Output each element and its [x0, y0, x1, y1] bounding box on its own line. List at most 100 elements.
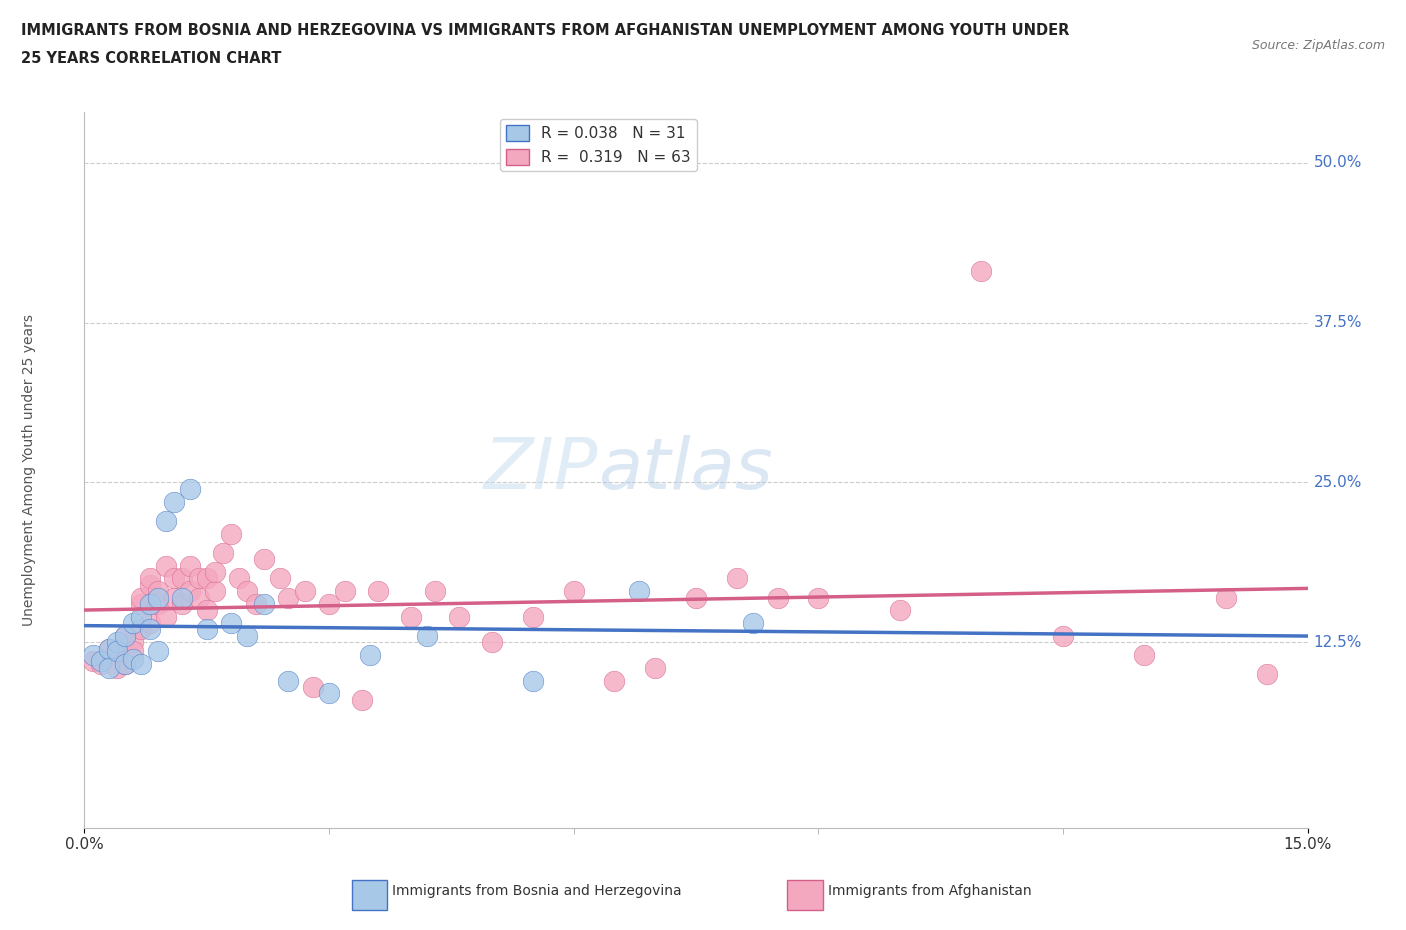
Point	[416, 629, 439, 644]
Point	[1133, 647, 1156, 662]
Point	[644, 660, 666, 675]
Point	[742, 616, 765, 631]
Point	[179, 482, 201, 497]
Point	[114, 629, 136, 644]
Text: 37.5%: 37.5%	[1313, 315, 1362, 330]
Text: Immigrants from Bosnia and Herzegovina: Immigrants from Bosnia and Herzegovina	[392, 884, 682, 898]
Text: 12.5%: 12.5%	[1313, 635, 1362, 650]
Point	[179, 584, 201, 599]
Point	[82, 654, 104, 669]
Point	[122, 651, 145, 666]
Point	[105, 635, 128, 650]
Point	[236, 629, 259, 644]
Point	[138, 571, 160, 586]
Point	[399, 609, 422, 624]
Point	[146, 590, 169, 604]
Point	[212, 545, 235, 560]
Point	[318, 686, 340, 701]
Point	[627, 584, 650, 599]
Point	[685, 590, 707, 604]
Point	[269, 571, 291, 586]
Point	[253, 551, 276, 566]
Text: atlas: atlas	[598, 435, 773, 504]
Point	[97, 660, 120, 675]
Point	[105, 644, 128, 658]
Point	[253, 596, 276, 611]
Point	[138, 616, 160, 631]
Point	[236, 584, 259, 599]
Point	[481, 635, 503, 650]
Point	[105, 647, 128, 662]
Point	[318, 596, 340, 611]
Text: IMMIGRANTS FROM BOSNIA AND HERZEGOVINA VS IMMIGRANTS FROM AFGHANISTAN UNEMPLOYME: IMMIGRANTS FROM BOSNIA AND HERZEGOVINA V…	[21, 23, 1070, 38]
Text: Source: ZipAtlas.com: Source: ZipAtlas.com	[1251, 39, 1385, 52]
Text: Unemployment Among Youth under 25 years: Unemployment Among Youth under 25 years	[22, 313, 37, 626]
Point	[131, 622, 153, 637]
Point	[179, 558, 201, 573]
Point	[122, 616, 145, 631]
Point	[807, 590, 830, 604]
Point	[131, 596, 153, 611]
Point	[1215, 590, 1237, 604]
Point	[114, 629, 136, 644]
Point	[131, 590, 153, 604]
Point	[163, 590, 186, 604]
Legend: R = 0.038   N = 31, R =  0.319   N = 63: R = 0.038 N = 31, R = 0.319 N = 63	[499, 119, 696, 171]
Text: Immigrants from Afghanistan: Immigrants from Afghanistan	[828, 884, 1032, 898]
Point	[889, 603, 911, 618]
Point	[155, 558, 177, 573]
Point	[335, 584, 357, 599]
Point	[122, 635, 145, 650]
Point	[522, 673, 544, 688]
Point	[766, 590, 789, 604]
Point	[122, 644, 145, 658]
Point	[423, 584, 446, 599]
Point	[228, 571, 250, 586]
Point	[114, 657, 136, 671]
Point	[187, 571, 209, 586]
Point	[1256, 667, 1278, 682]
Point	[146, 596, 169, 611]
Point	[97, 642, 120, 657]
Point	[245, 596, 267, 611]
Point	[105, 660, 128, 675]
Text: 50.0%: 50.0%	[1313, 155, 1362, 170]
Point	[725, 571, 748, 586]
Point	[90, 657, 112, 671]
Point	[449, 609, 471, 624]
Point	[155, 609, 177, 624]
Point	[603, 673, 626, 688]
Text: 25 YEARS CORRELATION CHART: 25 YEARS CORRELATION CHART	[21, 51, 281, 66]
Point	[277, 673, 299, 688]
Point	[350, 692, 373, 707]
Point	[163, 571, 186, 586]
Point	[204, 584, 226, 599]
Point	[155, 513, 177, 528]
Point	[562, 584, 585, 599]
Point	[172, 590, 194, 604]
Point	[82, 647, 104, 662]
Point	[172, 571, 194, 586]
Point	[138, 578, 160, 592]
Point	[219, 526, 242, 541]
Point	[163, 494, 186, 509]
Point	[172, 596, 194, 611]
Point	[522, 609, 544, 624]
Point	[97, 642, 120, 657]
Text: 25.0%: 25.0%	[1313, 475, 1362, 490]
Point	[359, 647, 381, 662]
Point	[138, 596, 160, 611]
Point	[90, 654, 112, 669]
Point	[146, 644, 169, 658]
Point	[146, 584, 169, 599]
Point	[195, 603, 218, 618]
Point	[131, 657, 153, 671]
Point	[138, 622, 160, 637]
Point	[1052, 629, 1074, 644]
Point	[204, 565, 226, 579]
Point	[294, 584, 316, 599]
Point	[131, 609, 153, 624]
Point	[367, 584, 389, 599]
Text: ZIP: ZIP	[484, 435, 598, 504]
Point	[970, 264, 993, 279]
